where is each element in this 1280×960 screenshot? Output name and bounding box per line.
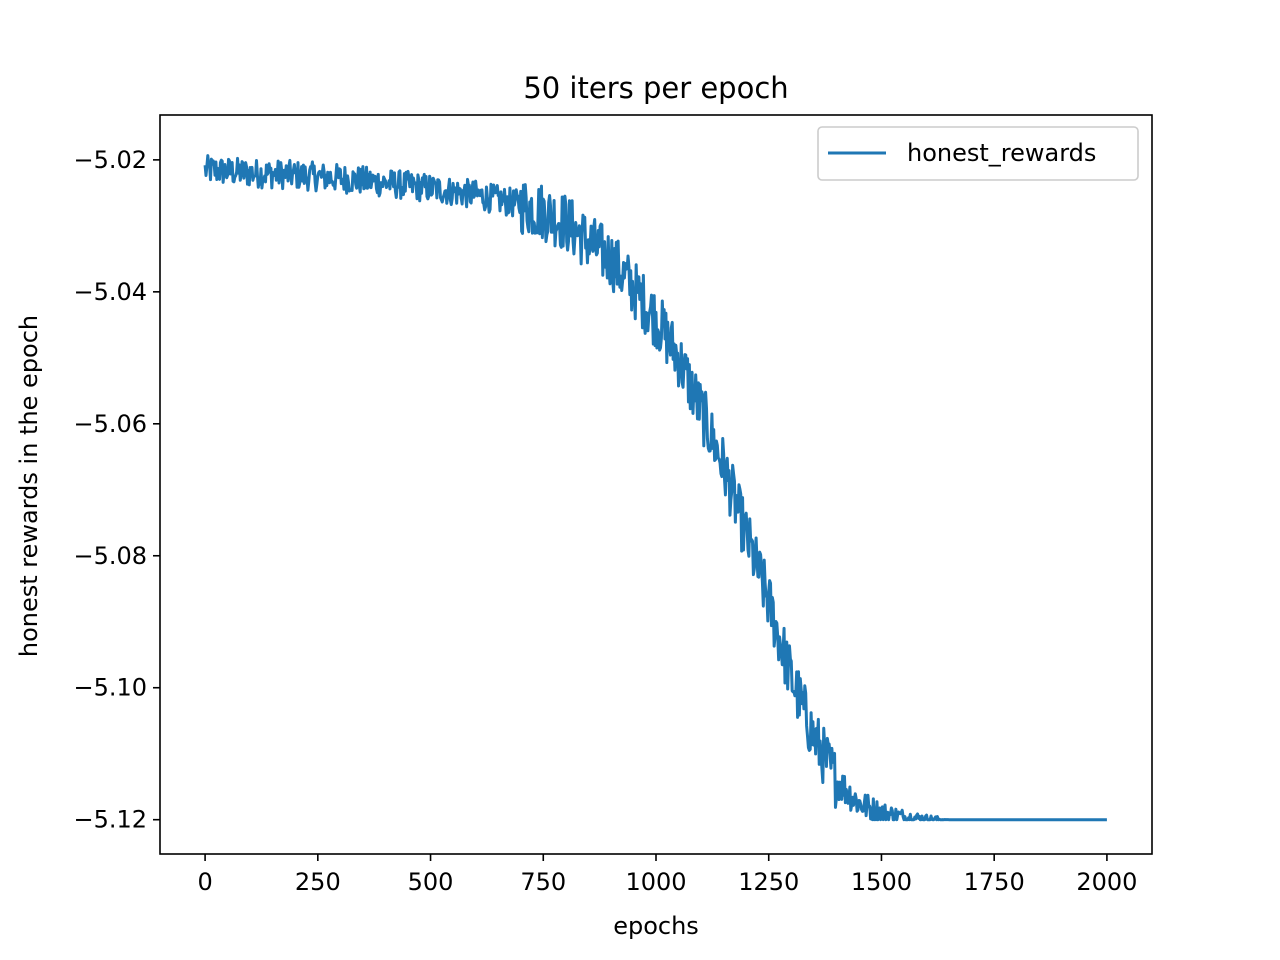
y-axis-ticks: −5.02 −5.04 −5.06 −5.08 −5.10 −5.12 bbox=[73, 146, 160, 834]
x-tick-label: 0 bbox=[197, 868, 212, 896]
x-tick-label: 1500 bbox=[851, 868, 912, 896]
x-tick-label: 1750 bbox=[964, 868, 1025, 896]
x-tick-label: 2000 bbox=[1076, 868, 1137, 896]
x-tick-label: 500 bbox=[408, 868, 454, 896]
legend-box bbox=[817, 126, 1139, 181]
x-tick-label: 1000 bbox=[625, 868, 686, 896]
x-axis-ticks: 0 250 500 750 1000 1250 1500 1750 2000 bbox=[197, 854, 1137, 896]
x-tick-label: 250 bbox=[295, 868, 341, 896]
legend-label-honest-rewards: honest_rewards bbox=[907, 139, 1096, 167]
legend: honest_rewards bbox=[817, 126, 1139, 181]
y-tick-label: −5.10 bbox=[73, 674, 147, 702]
x-tick-label: 1250 bbox=[738, 868, 799, 896]
y-tick-label: −5.06 bbox=[73, 410, 147, 438]
y-tick-label: −5.04 bbox=[73, 278, 147, 306]
axes-frame bbox=[159, 114, 1153, 855]
y-tick-label: −5.08 bbox=[73, 542, 147, 570]
x-tick-label: 750 bbox=[520, 868, 566, 896]
y-tick-label: −5.02 bbox=[73, 146, 147, 174]
series-line-honest-rewards bbox=[203, 154, 1108, 822]
y-tick-label: −5.12 bbox=[73, 806, 147, 834]
chart-title: 50 iters per epoch bbox=[523, 71, 788, 105]
x-axis-label: epochs bbox=[613, 912, 699, 940]
plot-area bbox=[203, 154, 1108, 822]
y-axis-label: honest rewards in the epoch bbox=[15, 315, 43, 657]
